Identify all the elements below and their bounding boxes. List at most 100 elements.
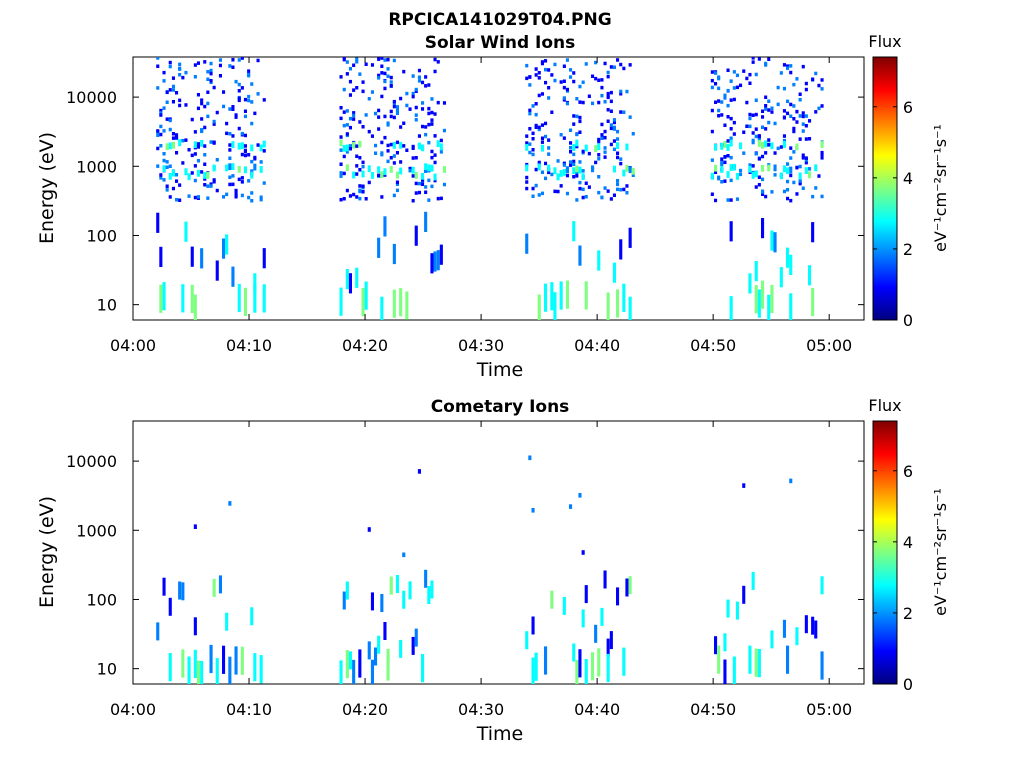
heatmap-cell xyxy=(612,139,616,143)
colorbar-tick-label: 2 xyxy=(903,604,913,623)
heatmap-cell xyxy=(764,127,768,131)
heatmap-cell xyxy=(754,72,758,77)
heatmap-cell xyxy=(569,150,573,154)
heatmap-cell xyxy=(203,177,207,181)
heatmap-cell xyxy=(789,166,793,174)
heatmap-cell xyxy=(162,106,166,110)
heatmap-cell xyxy=(237,96,241,101)
heatmap-cell xyxy=(392,193,396,198)
heatmap-cell xyxy=(745,124,749,128)
heatmap-cell xyxy=(165,143,169,151)
heatmap-cell xyxy=(234,115,238,119)
heatmap-cell xyxy=(262,181,266,185)
heatmap-cell xyxy=(792,117,796,121)
heatmap-cell xyxy=(156,146,160,151)
heatmap-cell xyxy=(581,187,585,192)
heatmap-cell xyxy=(243,148,247,153)
heatmap-cell xyxy=(748,273,752,294)
heatmap-cell xyxy=(578,493,582,498)
heatmap-cell xyxy=(786,179,790,184)
heatmap-cell xyxy=(206,196,210,200)
heatmap-cell xyxy=(606,653,610,683)
heatmap-cell xyxy=(597,137,601,142)
heatmap-cell xyxy=(386,57,390,62)
heatmap-cell xyxy=(243,97,247,102)
heatmap-cell xyxy=(231,266,235,287)
heatmap-cell xyxy=(817,174,821,178)
heatmap-cell xyxy=(237,126,241,131)
heatmap-cell xyxy=(597,175,601,179)
heatmap-cell xyxy=(392,161,396,165)
heatmap-cell xyxy=(537,193,541,197)
heatmap-cell xyxy=(345,60,349,64)
colorbar-ticks: 0 2 4 6 xyxy=(873,98,913,330)
heatmap-cell xyxy=(603,146,607,150)
heatmap-cell xyxy=(786,162,790,166)
heatmap-cell xyxy=(537,294,541,320)
heatmap-cell xyxy=(259,195,263,199)
heatmap-cell xyxy=(348,93,352,97)
heatmap-cell xyxy=(547,152,551,156)
heatmap-cell xyxy=(234,646,238,675)
heatmap-cell xyxy=(770,110,774,114)
heatmap-cell xyxy=(820,150,824,155)
heatmap-cell xyxy=(597,190,601,195)
colorbar-tick-label: 0 xyxy=(903,675,913,694)
heatmap-cell xyxy=(395,171,399,179)
heatmap-cell xyxy=(594,160,598,165)
heatmap-cell xyxy=(531,131,535,136)
heatmap-cell xyxy=(767,143,771,147)
heatmap-cell xyxy=(578,649,582,678)
heatmap-cell xyxy=(622,283,626,312)
heatmap-cell xyxy=(231,174,235,178)
heatmap-cell xyxy=(395,108,399,112)
heatmap-cell xyxy=(525,141,529,145)
heatmap-cell xyxy=(243,287,247,316)
heatmap-cell xyxy=(710,85,714,90)
heatmap-cell xyxy=(751,571,755,590)
heatmap-cell xyxy=(528,75,532,79)
heatmap-cell xyxy=(209,644,213,674)
heatmap-cell xyxy=(729,155,733,160)
heatmap-cell xyxy=(559,281,563,310)
heatmap-cell xyxy=(559,170,563,177)
heatmap-cell xyxy=(811,77,815,81)
heatmap-cell xyxy=(569,68,573,72)
heatmap-cell xyxy=(751,60,755,64)
heatmap-cell xyxy=(726,68,730,72)
heatmap-cell xyxy=(786,167,790,175)
heatmap-cell xyxy=(600,122,604,127)
heatmap-cell xyxy=(531,186,535,191)
heatmap-cell xyxy=(584,585,588,604)
heatmap-cell xyxy=(206,114,210,119)
heatmap-cell xyxy=(714,143,718,151)
heatmap-cell xyxy=(342,171,346,176)
heatmap-cell xyxy=(380,151,384,155)
heatmap-cell xyxy=(395,182,399,186)
heatmap-cell xyxy=(402,552,406,558)
heatmap-cell xyxy=(215,158,219,162)
heatmap-cell xyxy=(609,126,613,131)
heatmap-cell xyxy=(575,132,579,137)
heatmap-cell xyxy=(792,126,796,131)
heatmap-cell xyxy=(399,141,403,149)
heatmap-cell xyxy=(339,116,343,121)
heatmap-cell xyxy=(203,183,207,187)
heatmap-cell xyxy=(243,133,247,138)
heatmap-cell xyxy=(710,158,714,162)
heatmap-cell xyxy=(240,646,244,675)
heatmap-cell xyxy=(240,176,244,180)
heatmap-cell xyxy=(789,293,793,320)
heatmap-cell xyxy=(374,143,378,148)
heatmap-cell xyxy=(764,140,768,148)
heatmap-cell xyxy=(168,64,172,69)
heatmap-cell xyxy=(231,105,235,109)
heatmap-cell xyxy=(584,281,588,310)
heatmap-cell xyxy=(562,163,566,167)
heatmap-cell xyxy=(628,166,632,174)
heatmap-cell xyxy=(751,113,755,117)
heatmap-cell xyxy=(427,178,431,183)
heatmap-cell xyxy=(193,152,197,156)
heatmap-cell xyxy=(225,121,229,126)
heatmap-cell xyxy=(231,58,235,62)
